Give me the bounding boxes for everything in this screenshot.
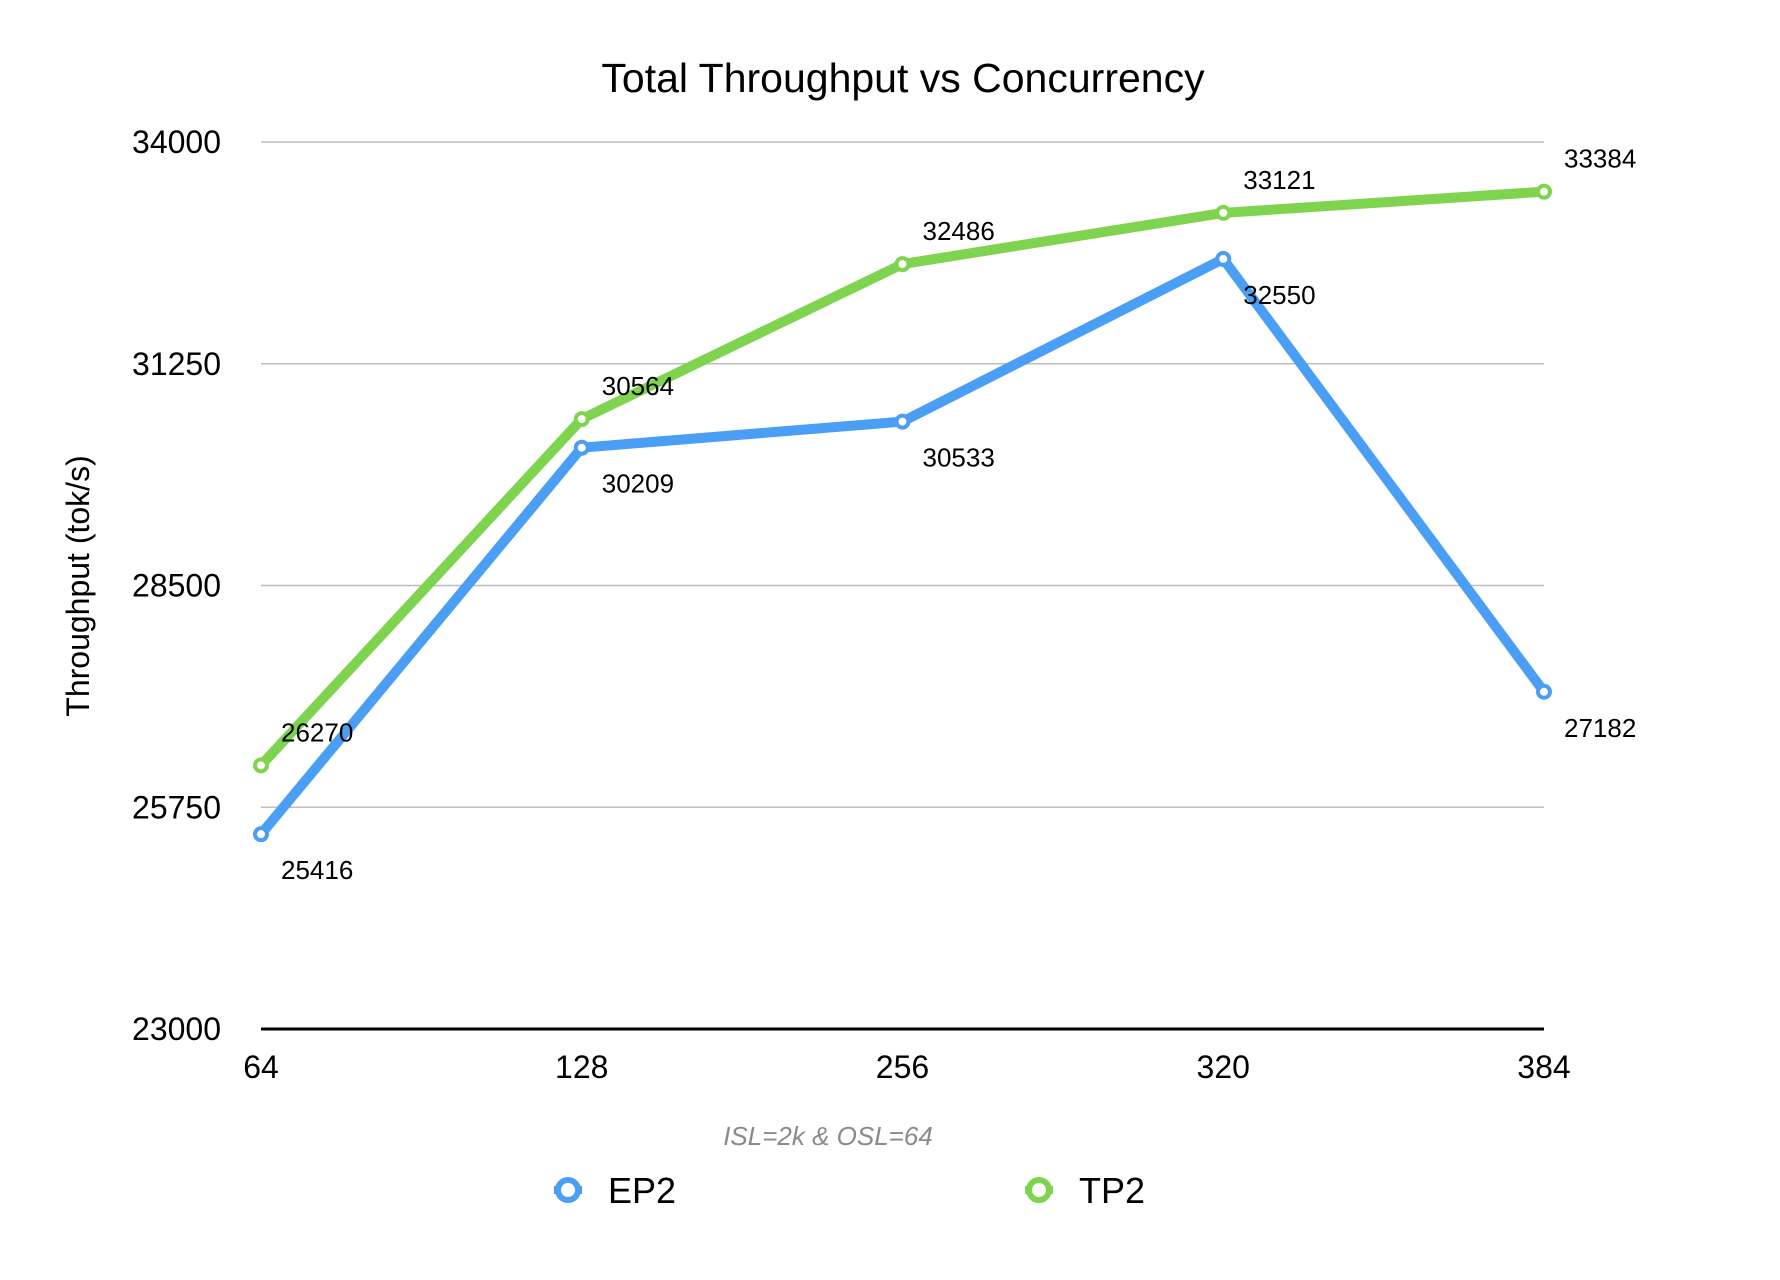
x-tick-labels: 64 128 256 320 384 <box>243 1049 1570 1085</box>
data-point <box>253 826 269 843</box>
y-tick-label: 28500 <box>132 568 221 604</box>
series-points-tp2: 26270 30564 32486 33121 33384 <box>253 144 1636 774</box>
y-tick-label: 34000 <box>132 124 221 160</box>
data-point <box>1536 183 1552 200</box>
data-label: 33121 <box>1243 165 1315 195</box>
data-point <box>573 411 590 428</box>
y-tick-labels: 23000 25750 28500 31250 34000 <box>132 124 221 1047</box>
data-label: 30209 <box>602 469 674 499</box>
data-point <box>573 439 590 456</box>
legend-item-tp2: TP2 <box>1025 1170 1145 1211</box>
legend-marker-icon <box>1026 1177 1052 1203</box>
y-axis-label: Throughput (tok/s) <box>60 455 96 716</box>
data-label: 27182 <box>1564 713 1636 743</box>
chart-subtitle: ISL=2k & OSL=64 <box>723 1121 933 1151</box>
y-tick-label: 31250 <box>132 346 221 382</box>
data-point <box>894 256 911 273</box>
legend-marker-icon <box>555 1177 581 1203</box>
data-point <box>1215 204 1232 221</box>
chart-title: Total Throughput vs Concurrency <box>601 55 1205 101</box>
series-line <box>257 253 1549 838</box>
data-point <box>1536 683 1552 700</box>
series-group: 25416 30209 30533 32550 27182 26270 30564 32486… <box>253 144 1636 885</box>
data-label: 32550 <box>1243 280 1315 310</box>
legend-label: EP2 <box>608 1170 676 1211</box>
data-point <box>894 413 911 430</box>
data-label: 32486 <box>923 216 995 246</box>
x-tick-label: 64 <box>243 1049 279 1085</box>
x-tick-label: 256 <box>876 1049 929 1085</box>
legend-item-ep2: EP2 <box>554 1170 676 1211</box>
series-tp2 <box>257 186 1545 769</box>
y-tick-label: 23000 <box>132 1011 221 1047</box>
data-label: 25416 <box>281 855 353 885</box>
x-tick-label: 384 <box>1517 1049 1570 1085</box>
series-ep2 <box>257 253 1549 838</box>
series-points-ep2: 25416 30209 30533 32550 27182 <box>253 250 1636 885</box>
data-point <box>1215 250 1232 267</box>
x-tick-label: 128 <box>555 1049 608 1085</box>
gridlines <box>261 141 1544 1031</box>
legend: EP2 TP2 <box>554 1170 1145 1211</box>
series-line <box>257 186 1545 769</box>
data-label: 33384 <box>1564 144 1636 174</box>
data-label: 26270 <box>281 717 353 747</box>
y-tick-label: 25750 <box>132 789 221 825</box>
data-label: 30564 <box>602 371 674 401</box>
legend-label: TP2 <box>1079 1170 1145 1211</box>
data-point <box>253 757 269 774</box>
x-tick-label: 320 <box>1197 1049 1250 1085</box>
data-label: 30533 <box>923 443 995 473</box>
